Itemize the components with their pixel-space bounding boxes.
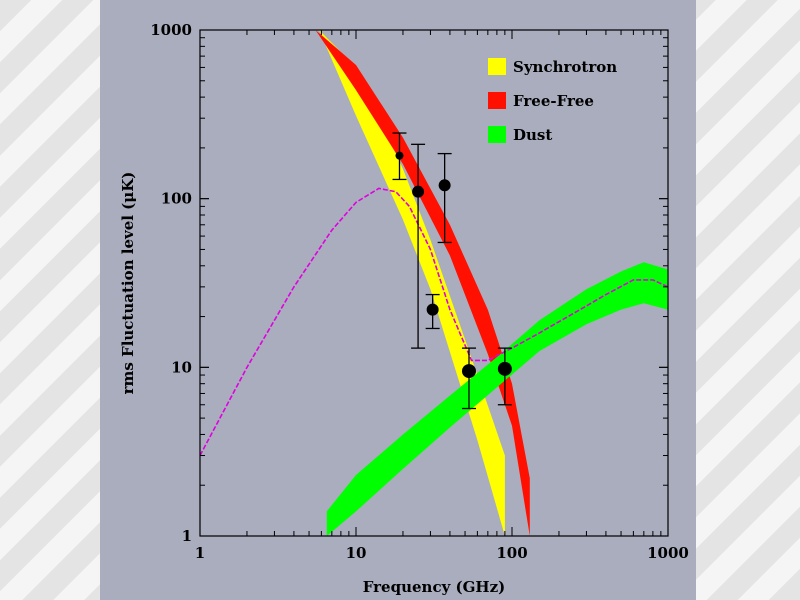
data-points-layer bbox=[392, 132, 512, 410]
plot-frame bbox=[199, 29, 669, 537]
legend-swatch bbox=[488, 92, 506, 109]
band-dust bbox=[326, 262, 668, 536]
axis-tick-labels: 1 10 100 1000 1 10 100 1000 bbox=[150, 21, 689, 562]
legend-swatch bbox=[488, 58, 506, 75]
y-tick-label: 10 bbox=[171, 358, 192, 376]
axis-ticks bbox=[199, 29, 669, 537]
foreground-bands bbox=[315, 30, 668, 536]
model-curve bbox=[200, 187, 668, 456]
data-point bbox=[461, 347, 476, 410]
x-tick-label: 100 bbox=[496, 544, 527, 562]
data-marker bbox=[438, 179, 451, 192]
y-tick-label: 1000 bbox=[150, 21, 192, 39]
x-tick-label: 1 bbox=[195, 544, 205, 562]
y-tick-label: 1 bbox=[182, 527, 192, 545]
model-curve-layer bbox=[200, 187, 668, 456]
data-marker bbox=[461, 364, 476, 379]
legend-label: Dust bbox=[513, 126, 552, 144]
data-point bbox=[411, 143, 426, 349]
data-point bbox=[437, 152, 452, 244]
data-marker bbox=[426, 303, 439, 316]
legend: Synchrotron Free-Free Dust bbox=[488, 58, 617, 144]
x-axis-title: Frequency (GHz) bbox=[363, 578, 505, 596]
y-tick-label: 100 bbox=[161, 190, 192, 208]
data-point bbox=[392, 132, 407, 181]
data-point bbox=[497, 347, 512, 406]
x-tick-label: 1000 bbox=[647, 544, 689, 562]
data-point bbox=[425, 293, 440, 330]
legend-label: Free-Free bbox=[513, 92, 594, 110]
data-marker bbox=[412, 185, 425, 198]
x-tick-label: 10 bbox=[346, 544, 367, 562]
data-marker bbox=[497, 361, 512, 376]
legend-swatch bbox=[488, 126, 506, 143]
data-marker bbox=[395, 151, 404, 160]
y-axis-title: rms Fluctuation level (μK) bbox=[119, 172, 137, 395]
legend-label: Synchrotron bbox=[513, 58, 617, 76]
